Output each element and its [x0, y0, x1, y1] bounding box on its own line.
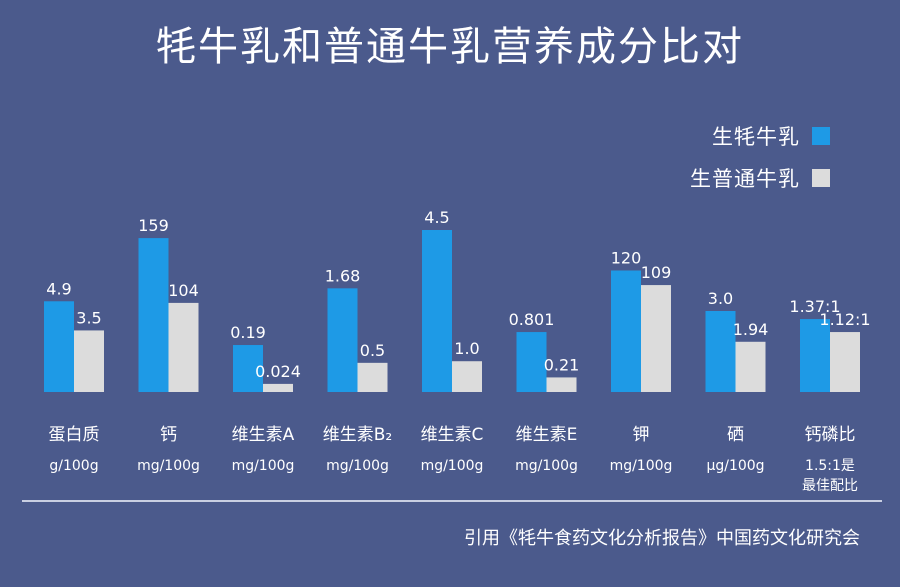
data-label-cow-3: 0.5 — [360, 341, 385, 360]
category-label-2: 维生素A — [232, 425, 295, 445]
category-label-8: 钙磷比 — [805, 425, 856, 445]
chart-title: 牦牛乳和普通牛乳营养成分比对 — [156, 24, 744, 70]
legend-swatch-cow-milk — [812, 169, 830, 187]
source-citation: 引用《牦牛食药文化分析报告》中国药文化研究会 — [464, 528, 860, 549]
unit-label-1: mg/100g — [137, 458, 200, 474]
unit-label-0: g/100g — [49, 458, 98, 474]
bar-yak-8 — [800, 319, 830, 392]
data-label-yak-4: 4.5 — [424, 208, 449, 227]
data-label-yak-1: 159 — [138, 216, 169, 235]
bar-yak-2 — [233, 345, 263, 392]
data-label-yak-5: 0.801 — [509, 310, 555, 329]
bar-cow-5 — [546, 377, 577, 392]
category-label-7: 硒 — [727, 425, 744, 445]
data-label-cow-6: 109 — [641, 263, 672, 282]
data-label-yak-0: 4.9 — [46, 279, 71, 298]
data-label-yak-3: 1.68 — [325, 266, 361, 285]
bar-yak-0 — [44, 301, 74, 392]
category-label-5: 维生素E — [516, 425, 578, 445]
bar-cow-2 — [263, 383, 293, 392]
unit-label-7: μg/100g — [706, 458, 764, 474]
unit-label-8-0: 1.5:1是 — [805, 458, 855, 474]
data-label-yak-2: 0.19 — [230, 323, 266, 342]
unit-label-5: mg/100g — [515, 458, 578, 474]
bar-cow-0 — [74, 330, 104, 392]
category-label-0: 蛋白质 — [49, 425, 100, 445]
data-label-cow-5: 0.21 — [544, 355, 580, 374]
legend-item-cow-milk: 生普通牛乳 — [690, 164, 830, 192]
bar-yak-1 — [138, 238, 169, 392]
data-label-cow-2: 0.024 — [255, 362, 301, 381]
bar-cow-7 — [735, 341, 766, 392]
data-label-cow-0: 3.5 — [76, 308, 101, 327]
data-label-cow-1: 104 — [168, 281, 199, 300]
legend-label-yak-milk: 生牦牛乳 — [712, 125, 800, 149]
bar-cow-1 — [168, 302, 199, 392]
unit-label-6: mg/100g — [610, 458, 673, 474]
bar-yak-3 — [327, 288, 358, 392]
data-label-yak-7: 3.0 — [708, 289, 733, 308]
category-label-6: 钾 — [633, 425, 650, 445]
unit-label-8-1: 最佳配比 — [802, 478, 858, 494]
legend: 生牦牛乳 生普通牛乳 — [690, 122, 830, 206]
bar-cow-8 — [830, 332, 860, 392]
unit-label-2: mg/100g — [232, 458, 295, 474]
data-label-cow-7: 1.94 — [733, 320, 769, 339]
legend-item-yak-milk: 生牦牛乳 — [690, 122, 830, 150]
data-label-yak-6: 120 — [611, 249, 642, 268]
bar-yak-4 — [422, 230, 452, 392]
bar-yak-6 — [611, 270, 641, 392]
bar-cow-3 — [357, 362, 388, 392]
unit-label-3: mg/100g — [326, 458, 389, 474]
divider — [22, 500, 882, 502]
bar-yak-5 — [516, 332, 547, 392]
bar-yak-7 — [705, 311, 736, 392]
bar-cow-4 — [452, 361, 482, 392]
legend-label-cow-milk: 生普通牛乳 — [690, 167, 800, 191]
unit-label-4: mg/100g — [421, 458, 484, 474]
category-label-3: 维生素B₂ — [323, 425, 392, 445]
data-label-yak-8: 1.37:1 — [789, 297, 840, 316]
legend-swatch-yak-milk — [812, 127, 830, 145]
data-label-cow-4: 1.0 — [454, 339, 479, 358]
category-label-1: 钙 — [160, 425, 177, 445]
bar-cow-6 — [641, 285, 671, 392]
data-label-cow-8: 1.12:1 — [819, 310, 870, 329]
category-label-4: 维生素C — [421, 425, 484, 445]
